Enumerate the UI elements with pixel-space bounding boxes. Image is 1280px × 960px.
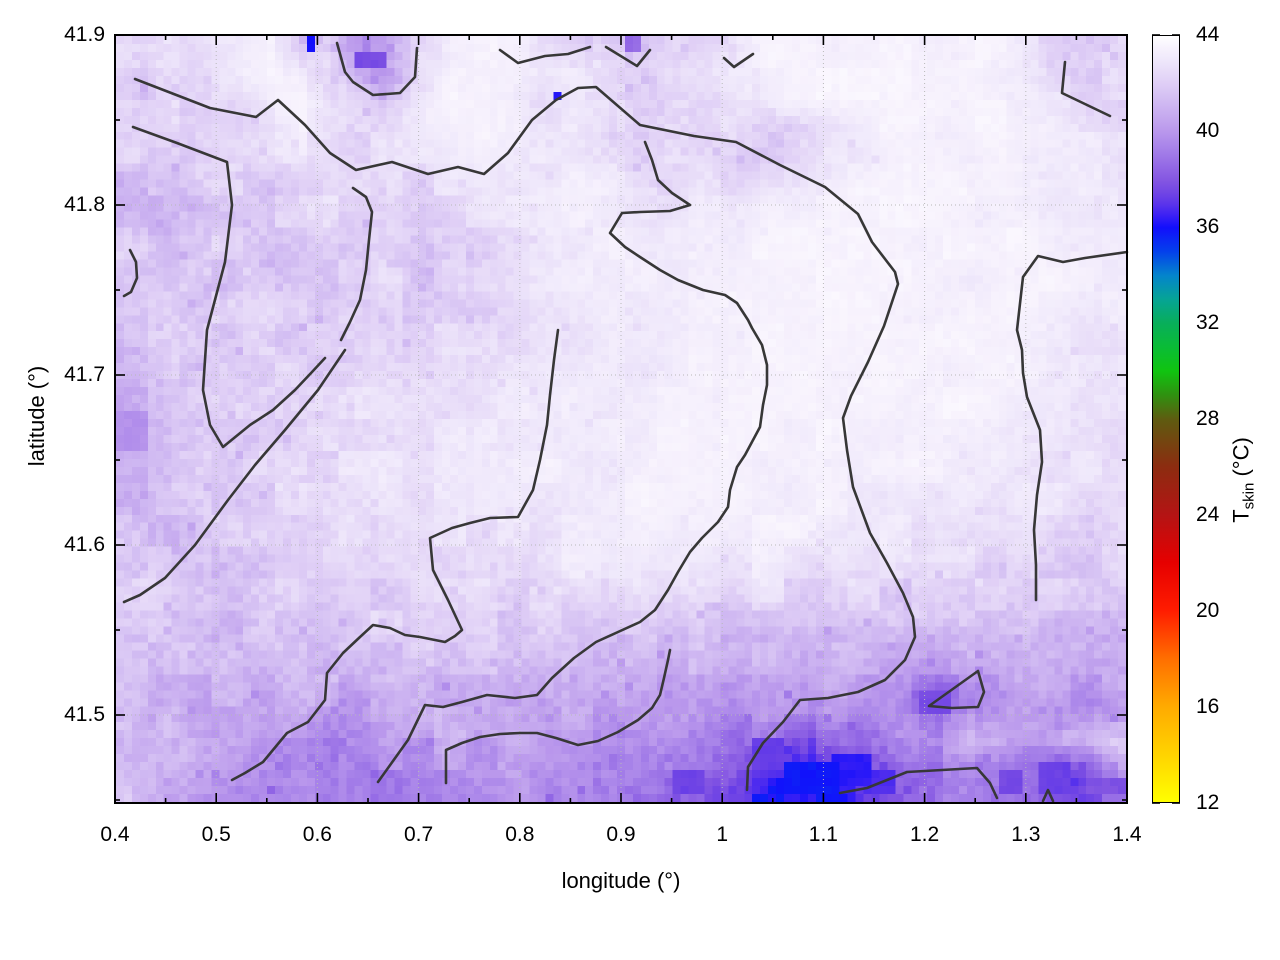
x-tick-label: 1 [716,823,729,846]
x-tick-label: 0.4 [100,823,130,846]
x-tick-label: 1.3 [1011,823,1041,846]
colorbar-label: Tskin (°C) [1228,437,1257,523]
x-axis-label: longitude (°) [561,868,681,893]
colorbar-tick-label: 12 [1196,791,1220,814]
x-tick-label: 0.6 [302,823,332,846]
heatmap-canvas [116,36,1126,802]
x-tick-label: 1.1 [808,823,838,846]
x-tick-label: 1.4 [1112,823,1142,846]
colorbar-tick-label: 28 [1196,407,1220,430]
x-tick-label: 0.9 [606,823,636,846]
y-tick-label: 41.5 [64,703,105,726]
x-tick-label: 1.2 [909,823,940,846]
colorbar-label-subscript: skin [1240,482,1258,510]
y-tick-label: 41.9 [64,23,105,46]
y-tick-label: 41.6 [64,533,105,556]
colorbar-tick-label: 16 [1196,695,1220,718]
colorbar-label-main: T [1228,509,1254,523]
colorbar-tick-label: 20 [1196,599,1220,622]
x-tick-label: 0.5 [201,823,231,846]
y-axis-label: latitude (°) [24,365,49,467]
y-tick-label: 41.7 [64,363,105,386]
y-tick-label: 41.8 [64,193,105,216]
colorbar-tick-label: 24 [1196,503,1220,526]
colorbar-label-unit: (°C) [1228,437,1254,483]
colorbar-tick-label: 36 [1196,215,1220,238]
colorbar-tick-label: 32 [1196,311,1220,334]
colorbar-tick-label: 44 [1196,23,1220,46]
x-tick-label: 0.7 [403,823,434,846]
colorbar [1152,35,1180,803]
x-tick-label: 0.8 [505,823,535,846]
colorbar-tick-label: 40 [1196,119,1220,142]
